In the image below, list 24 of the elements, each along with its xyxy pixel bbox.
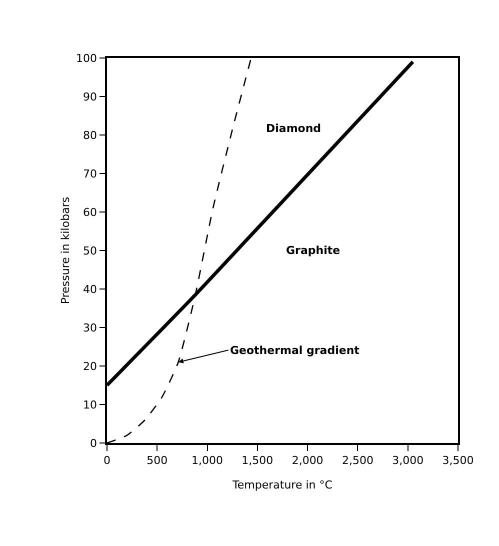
y-tick-label: 20 [83,360,98,373]
x-tick-label: 2,500 [342,454,374,467]
y-tick-label: 90 [83,90,98,104]
y-tick-label: 50 [83,244,98,258]
y-tick-label: 80 [83,128,98,142]
annotation: Graphite [286,244,340,257]
y-axis-title: Pressure in kilobars [59,196,72,304]
y-tick-label: 30 [83,321,98,334]
y-tick-label: 40 [83,282,98,296]
x-tick-label: 2,000 [292,454,324,467]
y-tick-label: 10 [83,398,98,412]
x-tick-label: 1,000 [192,454,224,467]
annotation: Diamond [266,122,322,135]
x-tick-label: 3,500 [442,454,474,467]
x-tick-label: 0 [104,454,110,467]
x-tick-label: 1,500 [242,454,274,467]
y-tick-label: 0 [90,436,98,450]
x-axis-title: Temperature in °C [232,478,333,492]
x-tick-label: 500 [146,454,168,467]
x-tick-label: 3,000 [392,454,424,467]
annotation: Geothermal gradient [230,344,360,357]
y-tick-label: 70 [83,167,98,180]
y-tick-label: 100 [76,52,98,65]
y-tick-label: 60 [83,206,98,219]
